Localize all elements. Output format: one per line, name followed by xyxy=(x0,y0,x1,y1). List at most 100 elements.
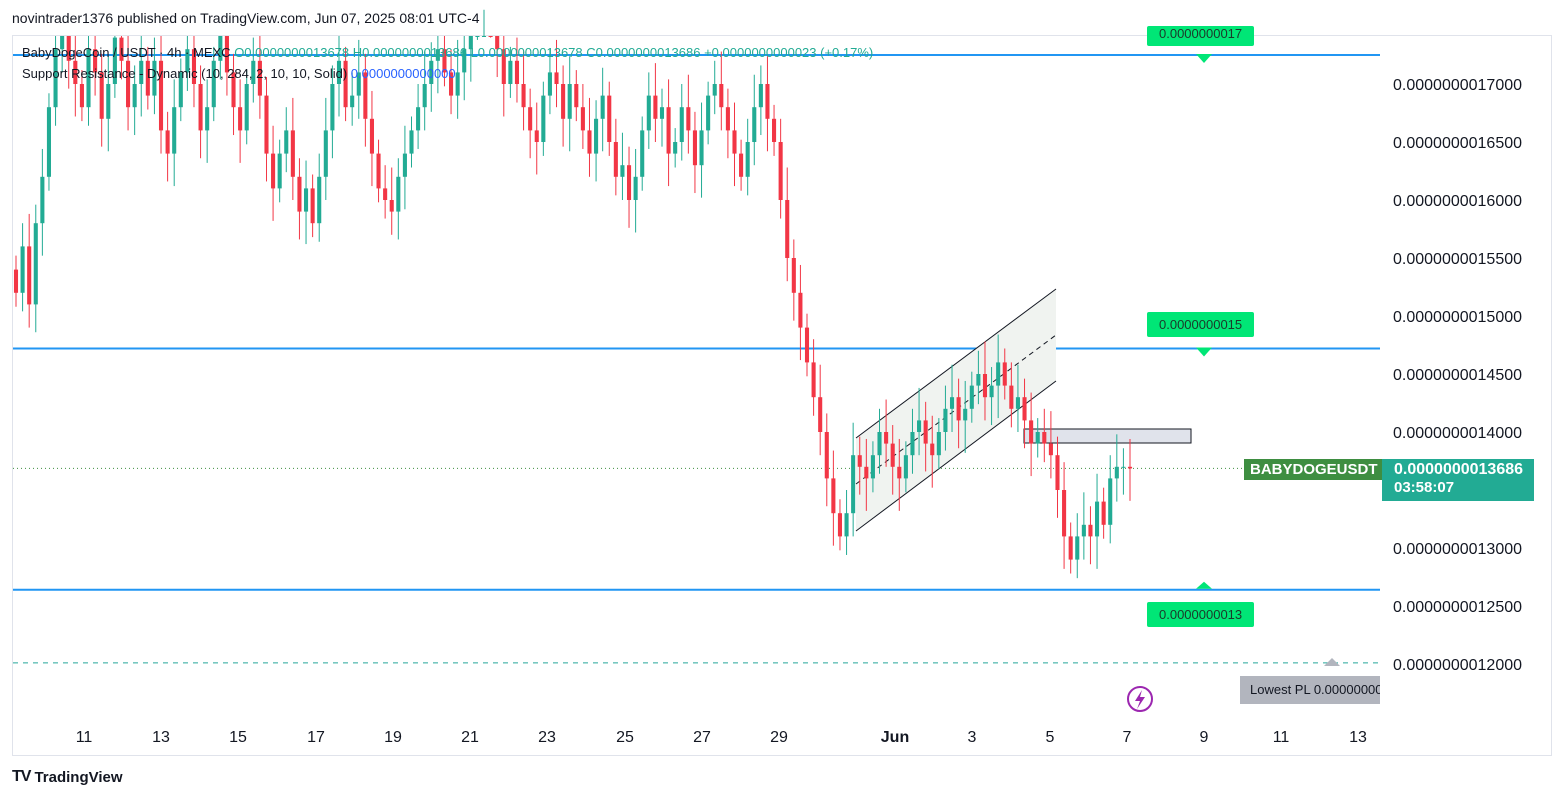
candle-body xyxy=(422,84,427,108)
candle-body xyxy=(1075,536,1080,560)
candle-body xyxy=(389,200,394,212)
candle-body xyxy=(719,84,724,108)
candle-body xyxy=(514,60,520,84)
candle-body xyxy=(468,36,473,50)
candle-body xyxy=(633,176,638,200)
candle-body xyxy=(211,60,216,108)
candle-body xyxy=(824,432,829,479)
candle-body xyxy=(264,95,269,154)
candle-body xyxy=(1009,385,1014,409)
channel-mid-line xyxy=(855,334,1057,485)
price-axis-label: 0.0000000016000 xyxy=(1393,193,1522,210)
candle-body xyxy=(356,72,361,96)
candle-body xyxy=(191,49,197,84)
price-axis-label: 0.0000000016500 xyxy=(1393,135,1522,152)
candle-body xyxy=(20,246,25,293)
candle-body xyxy=(231,72,236,108)
candle-body xyxy=(857,455,862,467)
candle-body xyxy=(936,432,941,456)
candle-body xyxy=(40,176,45,224)
candle-body xyxy=(126,60,131,108)
candle-body xyxy=(396,176,401,212)
candle-body xyxy=(310,188,315,224)
candle-body xyxy=(772,118,777,142)
candle-body xyxy=(330,84,335,131)
candle-body xyxy=(910,432,915,456)
candle-body xyxy=(488,36,493,37)
candle-body xyxy=(600,95,605,119)
candle-body xyxy=(996,362,1001,386)
candle-body xyxy=(271,153,276,189)
candle-body xyxy=(409,130,414,154)
symbol-title[interactable]: BabyDogeCoin / USDT · 4h · MEXC xyxy=(22,45,231,60)
candle-body xyxy=(798,292,803,328)
symbol-price-tag: BABYDOGEUSDT xyxy=(1244,459,1384,480)
candle-body xyxy=(1094,501,1100,537)
symbol-legend: BabyDogeCoin / USDT · 4h · MEXC O0.00000… xyxy=(22,45,873,60)
candle-body xyxy=(626,165,632,200)
time-axis-label: 19 xyxy=(384,729,402,746)
candle-body xyxy=(303,188,309,212)
candle-body xyxy=(877,432,882,456)
candle-body xyxy=(178,72,183,108)
candle-body xyxy=(890,443,895,467)
resistance-zone-rect xyxy=(1023,428,1192,444)
candle-body xyxy=(1108,478,1113,525)
candle-body xyxy=(277,153,282,189)
level-marker-icon xyxy=(1196,347,1212,357)
candle-body xyxy=(53,49,58,108)
time-axis-label: 13 xyxy=(152,729,170,746)
candle-body xyxy=(165,130,170,154)
time-axis-label: 15 xyxy=(229,729,247,746)
indicator-legend: Support Resistance - Dynamic (10, 284, 2… xyxy=(22,66,456,81)
price-axis-label: 0.0000000012000 xyxy=(1393,657,1522,674)
time-axis-label: Jun xyxy=(881,729,909,746)
candle-body xyxy=(844,513,849,537)
tradingview-logo-icon: TV xyxy=(12,768,31,785)
candle-body xyxy=(317,176,322,224)
current-price-tag: 0.0000000013686 03:58:07 xyxy=(1382,459,1534,501)
candle-body xyxy=(949,397,955,409)
candle-body xyxy=(989,385,994,398)
candle-body xyxy=(501,49,506,84)
candle-body xyxy=(758,84,763,108)
candle-body xyxy=(198,84,203,131)
candle-body xyxy=(27,246,32,305)
bar-countdown: 03:58:07 xyxy=(1394,479,1455,496)
lightning-icon xyxy=(1127,686,1153,712)
time-axis-label: 13 xyxy=(1349,729,1367,746)
channel-upper-line xyxy=(855,288,1057,439)
candle-body xyxy=(462,49,467,73)
candle-body xyxy=(587,130,592,154)
candle-body xyxy=(442,49,447,73)
candle-body xyxy=(13,269,19,293)
price-axis-label: 0.0000000015500 xyxy=(1393,251,1522,268)
price-axis-label: 0.0000000017000 xyxy=(1393,77,1522,94)
indicator-title[interactable]: Support Resistance - Dynamic (10, 284, 2… xyxy=(22,66,348,81)
ohlc-values: O0.0000000013678 H0.0000000013686 L0.000… xyxy=(234,45,701,60)
candle-body xyxy=(158,60,164,131)
price-axis-label: 0.0000000014500 xyxy=(1393,367,1522,384)
candle-body xyxy=(706,95,711,131)
candle-body xyxy=(811,362,816,398)
time-axis-label: 9 xyxy=(1200,729,1209,746)
price-axis-label: 0.0000000012500 xyxy=(1393,599,1522,616)
candle-body xyxy=(449,72,454,96)
candle-body xyxy=(613,142,618,177)
candle-body xyxy=(567,84,572,119)
candle-body xyxy=(752,107,757,142)
candle-body xyxy=(607,95,612,142)
candle-body xyxy=(495,36,500,50)
candle-body xyxy=(1088,524,1093,537)
price-axis-label: 0.0000000013000 xyxy=(1393,541,1522,558)
footer-brand[interactable]: TV TradingView xyxy=(12,768,123,786)
candle-body xyxy=(402,153,407,177)
lightning-bolt-icon xyxy=(1135,690,1145,709)
candle-body xyxy=(481,36,487,37)
candle-body xyxy=(99,72,104,119)
candle-body xyxy=(416,107,421,131)
lower-level-label: 0.0000000013 xyxy=(1147,602,1255,627)
time-axis-label: 27 xyxy=(693,729,711,746)
candle-body xyxy=(86,49,91,108)
